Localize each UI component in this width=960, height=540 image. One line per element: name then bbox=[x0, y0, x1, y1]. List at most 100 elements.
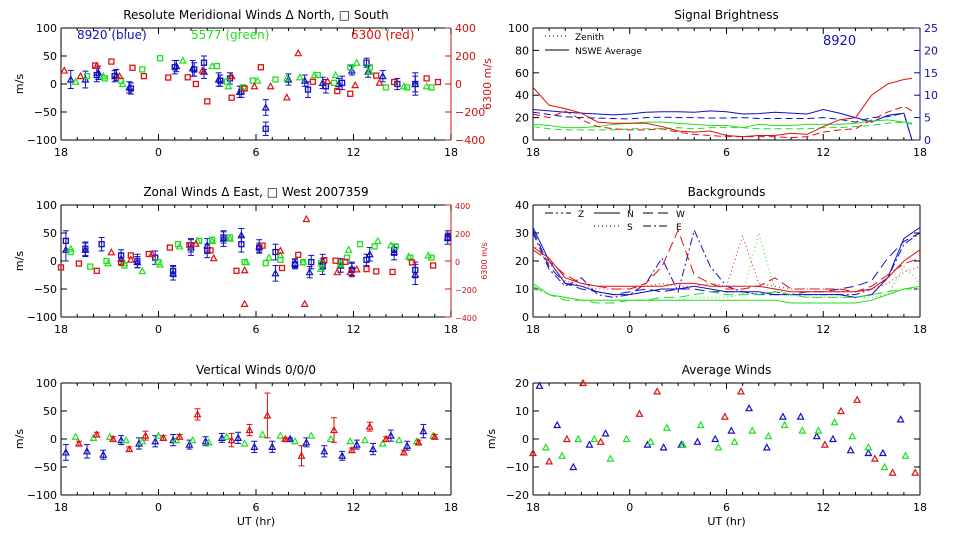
data-point-square bbox=[371, 243, 378, 250]
data-point-triangle bbox=[222, 432, 231, 440]
data-point-square bbox=[108, 58, 115, 65]
data-point-square bbox=[186, 241, 193, 249]
data-point-triangle bbox=[878, 448, 887, 457]
y-tick-label: 100 bbox=[36, 199, 57, 212]
annotation-label: 8920 bbox=[823, 34, 856, 49]
y-tick-label: 50 bbox=[43, 405, 57, 418]
annotation-label: 6300 (red) bbox=[351, 28, 414, 42]
data-point-square bbox=[444, 234, 451, 241]
data-point-triangle bbox=[178, 56, 187, 64]
data-point-square bbox=[184, 74, 191, 81]
y-tick-label-right: 15 bbox=[924, 67, 938, 80]
data-point-triangle bbox=[796, 412, 805, 420]
data-point-square bbox=[91, 62, 99, 69]
legend-label: Z bbox=[578, 210, 584, 220]
data-point-square bbox=[347, 90, 354, 97]
data-point-triangle bbox=[261, 103, 270, 111]
data-point-triangle bbox=[297, 451, 306, 459]
data-point-triangle bbox=[678, 440, 687, 448]
data-point-triangle bbox=[378, 71, 387, 80]
y-tick-label: 0 bbox=[522, 311, 529, 324]
data-point-triangle bbox=[172, 435, 181, 444]
series-line bbox=[532, 109, 913, 141]
chart-title: Resolute Meridional Winds Δ North, □ Sou… bbox=[123, 8, 389, 22]
data-point-square bbox=[321, 257, 328, 264]
data-point-triangle bbox=[250, 442, 259, 450]
x-tick-label: 18 bbox=[444, 146, 458, 159]
data-point-square bbox=[129, 64, 136, 71]
x-tick-label: 18 bbox=[913, 146, 927, 159]
data-point-triangle bbox=[720, 412, 729, 420]
y-tick-label: −50 bbox=[34, 283, 57, 296]
data-point-triangle bbox=[778, 412, 787, 420]
data-point-triangle bbox=[333, 267, 342, 276]
data-point-square bbox=[389, 268, 396, 276]
data-point-triangle bbox=[338, 451, 347, 459]
data-point-triangle bbox=[294, 48, 303, 57]
x-tick-label: 0 bbox=[626, 323, 633, 336]
data-point-square bbox=[334, 87, 341, 95]
panel-zonal: Zonal Winds Δ East, □ West 2007359 18 0 6 12… bbox=[13, 185, 489, 336]
data-point-triangle bbox=[828, 434, 837, 443]
x-tick-label: 6 bbox=[723, 323, 730, 336]
data-point-triangle bbox=[381, 434, 391, 443]
data-point-triangle bbox=[188, 435, 197, 444]
data-point-triangle bbox=[870, 454, 879, 462]
y-tick-label-right: 0 bbox=[455, 78, 462, 91]
data-point-square bbox=[93, 267, 100, 274]
data-point-triangle bbox=[430, 432, 439, 440]
data-point-triangle bbox=[208, 61, 217, 70]
y-tick-label: 20 bbox=[515, 377, 529, 390]
data-point-triangle bbox=[191, 239, 200, 247]
data-point-square bbox=[213, 62, 221, 70]
data-point-triangle bbox=[901, 451, 910, 459]
data-point-triangle bbox=[201, 436, 210, 445]
data-point-square bbox=[155, 258, 162, 266]
x-tick-label: 0 bbox=[155, 323, 162, 336]
data-point-triangle bbox=[848, 431, 857, 440]
data-point-triangle bbox=[266, 81, 275, 90]
data-point-triangle bbox=[693, 437, 702, 445]
data-point-square bbox=[67, 248, 74, 256]
data-point-triangle bbox=[403, 441, 412, 449]
data-point-triangle bbox=[762, 443, 771, 451]
data-point-triangle bbox=[240, 265, 249, 274]
data-point-triangle bbox=[264, 253, 274, 261]
data-point-square bbox=[204, 247, 211, 255]
data-point-triangle bbox=[864, 443, 873, 451]
legend-label: W bbox=[676, 210, 685, 220]
data-point-triangle bbox=[334, 79, 343, 88]
data-point-square bbox=[87, 263, 94, 270]
data-point-triangle bbox=[320, 447, 329, 455]
y-tick-label-right: 25 bbox=[924, 22, 938, 35]
data-point-triangle bbox=[659, 443, 668, 451]
data-point-square bbox=[93, 71, 100, 79]
data-point-triangle bbox=[300, 76, 309, 84]
data-point-triangle bbox=[352, 58, 361, 66]
data-point-square bbox=[295, 251, 302, 258]
series-line bbox=[532, 105, 913, 139]
series-line bbox=[532, 228, 921, 293]
data-point-triangle bbox=[66, 75, 75, 83]
x-axis-label: UT (hr) bbox=[707, 515, 745, 528]
x-tick-label: 6 bbox=[723, 146, 730, 159]
y-tick-label-right: −200 bbox=[455, 286, 477, 295]
y-tick-label: −100 bbox=[27, 489, 57, 502]
y-tick-label: 80 bbox=[515, 44, 529, 57]
data-point-triangle bbox=[528, 448, 538, 457]
data-point-triangle bbox=[138, 436, 147, 445]
data-point-triangle bbox=[76, 71, 85, 80]
x-tick-label: 12 bbox=[816, 146, 830, 159]
data-point-triangle bbox=[748, 426, 757, 434]
data-point-square bbox=[373, 268, 380, 275]
data-point-triangle bbox=[344, 245, 353, 253]
y-tick-label-right: 5 bbox=[924, 112, 931, 125]
data-point-triangle bbox=[601, 429, 610, 437]
data-point-triangle bbox=[864, 448, 873, 457]
series-line bbox=[532, 234, 921, 293]
data-point-triangle bbox=[590, 434, 599, 443]
y-axis-label: m/s bbox=[13, 251, 26, 271]
data-point-triangle bbox=[227, 71, 236, 80]
y-tick-label: 10 bbox=[515, 405, 529, 418]
